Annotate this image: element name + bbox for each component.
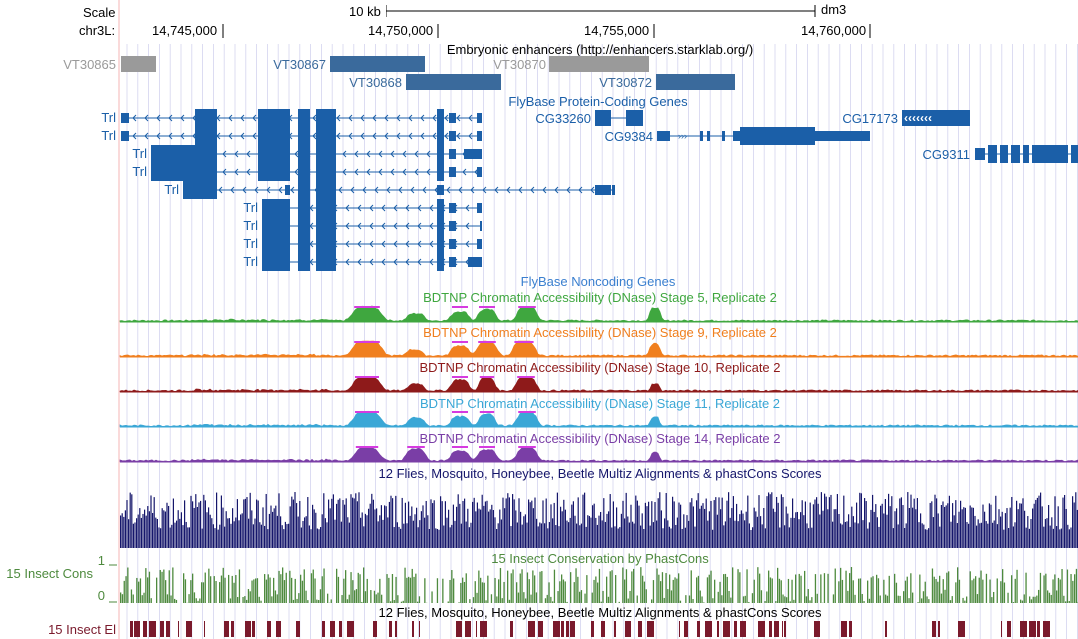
- ruler-track[interactable]: Scale chr3L: 10 kb dm3 14,745,000 14,750…: [79, 2, 871, 38]
- dnase-signal-5: [119, 446, 1078, 463]
- dnase-signal-3: [119, 376, 1078, 393]
- ruler-position-1: 14,745,000: [152, 23, 217, 38]
- scale-label: Scale: [83, 5, 116, 20]
- trl-label-9[interactable]: Trl: [243, 254, 258, 269]
- enhancer-label-vt30867[interactable]: VT30867: [273, 57, 326, 72]
- enhancer-label-vt30865[interactable]: VT30865: [63, 57, 116, 72]
- gene-cg33260[interactable]: CG33260: [535, 110, 643, 126]
- enhancer-vt30868[interactable]: [406, 74, 501, 90]
- phastcons-axis-max: 1: [98, 553, 105, 568]
- gene-cg9311[interactable]: CG9311: [923, 145, 1078, 163]
- phastcons-signal: [120, 567, 1078, 603]
- trl-transcript-2[interactable]: [121, 127, 482, 145]
- dnase-title-stage9[interactable]: BDTNP Chromatin Accessibility (DNase) St…: [423, 325, 777, 340]
- enhancer-label-vt30872[interactable]: VT30872: [599, 75, 652, 90]
- trl-transcript-1[interactable]: [121, 109, 482, 127]
- dnase-signal-1: [119, 305, 1078, 323]
- trl-label-8[interactable]: Trl: [243, 236, 258, 251]
- dnase-title-stage5[interactable]: BDTNP Chromatin Accessibility (DNase) St…: [423, 290, 777, 305]
- trl-label-6[interactable]: Trl: [243, 200, 258, 215]
- trl-transcript-3[interactable]: [151, 145, 482, 163]
- gene-cg17173[interactable]: CG17173 ‹‹‹‹‹‹‹: [842, 110, 970, 126]
- enhancer-vt30870[interactable]: [549, 56, 649, 72]
- dnase-tracks[interactable]: BDTNP Chromatin Accessibility (DNase) St…: [119, 290, 1078, 463]
- trl-transcript-4[interactable]: [151, 163, 482, 181]
- phastcons-side-label[interactable]: 15 Insect Cons: [6, 566, 93, 581]
- trl-label-1[interactable]: Trl: [101, 110, 116, 125]
- trl-transcript-9[interactable]: [262, 253, 482, 271]
- phastcons-axis-min: 0: [98, 588, 105, 603]
- flybase-coding-title: FlyBase Protein-Coding Genes: [508, 94, 688, 109]
- chrom-label: chr3L:: [79, 23, 115, 38]
- multiz-track[interactable]: 12 Flies, Mosquito, Honeybee, Beetle Mul…: [120, 466, 1078, 548]
- trl-transcript-8[interactable]: [262, 235, 482, 253]
- dnase-signal-4: [119, 410, 1078, 428]
- scale-text: 10 kb: [349, 4, 381, 19]
- dnase-title-stage10[interactable]: BDTNP Chromatin Accessibility (DNase) St…: [419, 360, 780, 375]
- trl-transcripts[interactable]: [121, 109, 615, 271]
- ruler-position-2: 14,750,000: [368, 23, 433, 38]
- dnase-signal-2: [119, 340, 1078, 358]
- enhancer-vt30872[interactable]: [656, 74, 735, 90]
- trl-label-2[interactable]: Trl: [101, 128, 116, 143]
- multiz-signal: [120, 492, 1078, 548]
- trl-labels[interactable]: Trl Trl Trl Trl Trl Trl Trl Trl Trl: [101, 110, 258, 269]
- elements-signal: [130, 621, 1050, 637]
- enhancer-label-vt30868[interactable]: VT30868: [349, 75, 402, 90]
- trl-label-3[interactable]: Trl: [132, 146, 147, 161]
- trl-label-4[interactable]: Trl: [132, 164, 147, 179]
- elements-side-label[interactable]: 15 Insect El: [48, 622, 116, 637]
- phastcons-track[interactable]: 15 Insect Conservation by PhastCons 15 I…: [6, 551, 1078, 603]
- phastcons-title[interactable]: 15 Insect Conservation by PhastCons: [491, 551, 709, 566]
- dnase-title-stage14[interactable]: BDTNP Chromatin Accessibility (DNase) St…: [419, 431, 780, 446]
- enhancer-label-vt30870[interactable]: VT30870: [493, 57, 546, 72]
- trl-transcript-6[interactable]: [262, 199, 482, 217]
- enhancer-vt30867[interactable]: [330, 56, 425, 72]
- gene-label-cg17173[interactable]: CG17173: [842, 111, 898, 126]
- enhancer-vt30865[interactable]: [121, 56, 156, 72]
- gene-label-cg9384[interactable]: CG9384: [605, 129, 653, 144]
- gene-label-cg9311[interactable]: CG9311: [923, 147, 970, 162]
- svg-text:›››: ›››: [678, 131, 687, 141]
- enhancers-track[interactable]: Embryonic enhancers (http://enhancers.st…: [63, 42, 753, 90]
- elements-title[interactable]: 12 Flies, Mosquito, Honeybee, Beetle Mul…: [379, 605, 822, 620]
- trl-transcript-7[interactable]: [262, 217, 482, 235]
- ruler-position-4: 14,760,000: [801, 23, 866, 38]
- svg-text:‹‹‹‹‹‹‹: ‹‹‹‹‹‹‹: [904, 111, 932, 125]
- flybase-coding-track[interactable]: FlyBase Protein-Coding Genes Trl Trl Trl…: [101, 94, 1078, 271]
- trl-transcript-5[interactable]: [183, 181, 615, 199]
- elements-track[interactable]: 12 Flies, Mosquito, Honeybee, Beetle Mul…: [48, 605, 1050, 637]
- gene-label-cg33260[interactable]: CG33260: [535, 111, 591, 126]
- ruler-position-3: 14,755,000: [584, 23, 649, 38]
- assembly-label: dm3: [821, 2, 846, 17]
- gene-cg9384[interactable]: CG9384 ›››: [605, 127, 870, 145]
- dnase-title-stage11[interactable]: BDTNP Chromatin Accessibility (DNase) St…: [420, 396, 780, 411]
- multiz-title[interactable]: 12 Flies, Mosquito, Honeybee, Beetle Mul…: [379, 466, 822, 481]
- dnase-signal: [119, 305, 1078, 463]
- flybase-noncoding-title[interactable]: FlyBase Noncoding Genes: [521, 274, 676, 289]
- trl-label-5[interactable]: Trl: [164, 182, 179, 197]
- enhancers-track-title: Embryonic enhancers (http://enhancers.st…: [447, 42, 753, 57]
- trl-label-7[interactable]: Trl: [243, 218, 258, 233]
